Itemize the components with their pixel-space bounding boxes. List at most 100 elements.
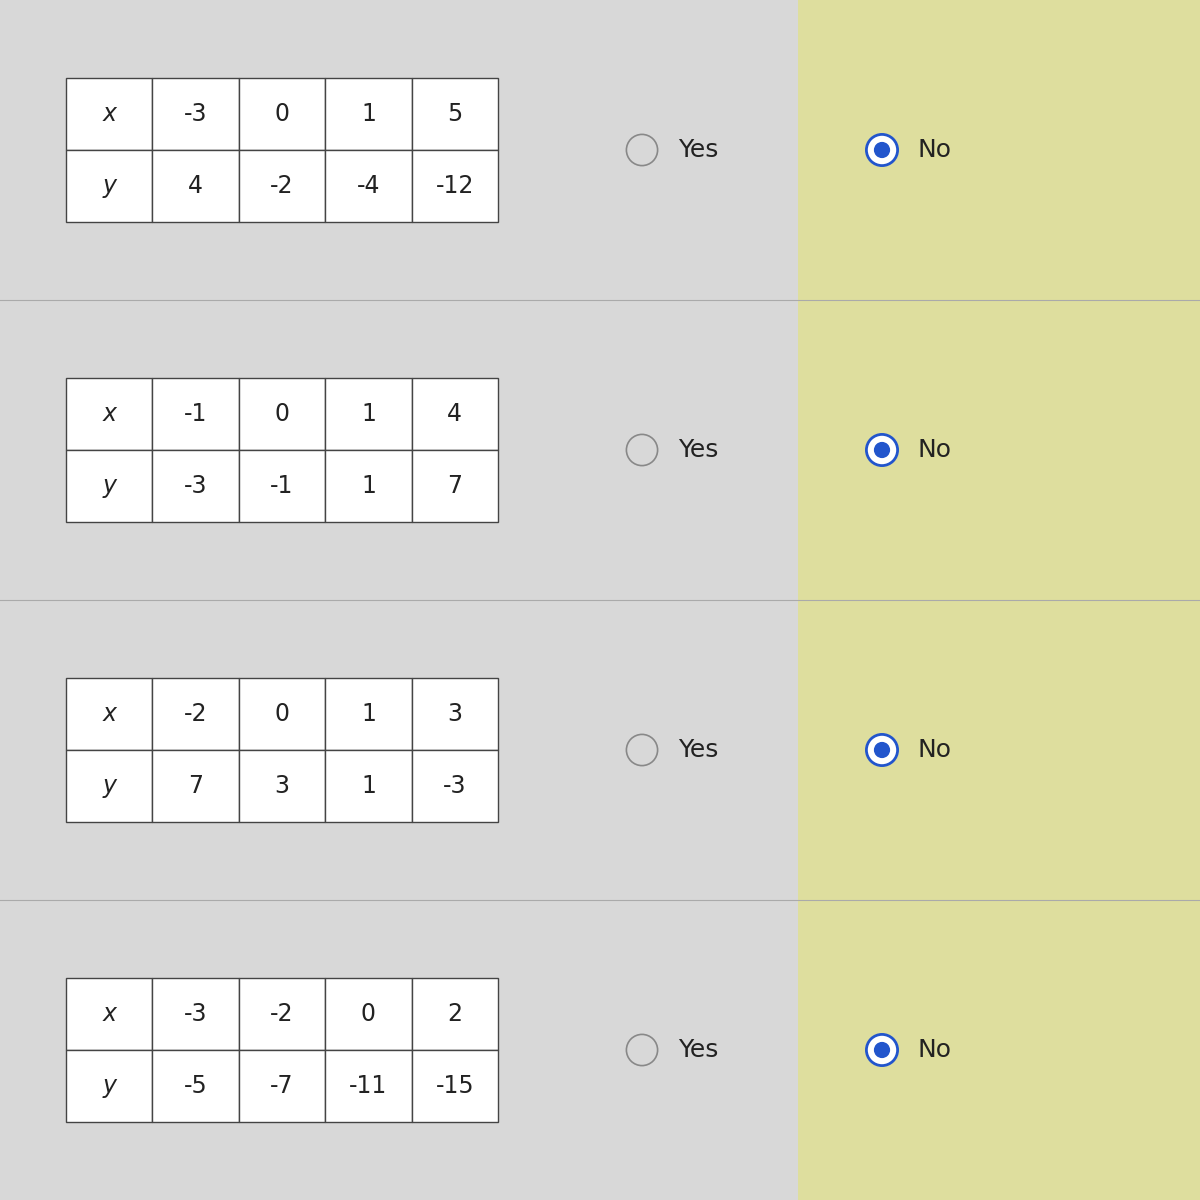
- Text: 4: 4: [188, 174, 203, 198]
- Text: No: No: [918, 438, 952, 462]
- Text: -7: -7: [270, 1074, 294, 1098]
- Bar: [239, 978, 325, 1050]
- Bar: [325, 1050, 412, 1122]
- Bar: [152, 78, 239, 150]
- Bar: [152, 1050, 239, 1122]
- Bar: [412, 750, 498, 822]
- Bar: [325, 750, 412, 822]
- Text: Yes: Yes: [678, 438, 719, 462]
- Text: -2: -2: [184, 702, 208, 726]
- Text: -3: -3: [184, 474, 208, 498]
- Text: -15: -15: [436, 1074, 474, 1098]
- Circle shape: [866, 1034, 898, 1066]
- Bar: [412, 678, 498, 750]
- Circle shape: [874, 142, 890, 158]
- Text: 1: 1: [361, 774, 376, 798]
- Text: -11: -11: [349, 1074, 388, 1098]
- Text: -2: -2: [270, 174, 294, 198]
- Bar: [66, 678, 152, 750]
- Text: 3: 3: [275, 774, 289, 798]
- Bar: [152, 150, 239, 222]
- Bar: [66, 78, 152, 150]
- Text: -1: -1: [270, 474, 294, 498]
- Text: No: No: [918, 738, 952, 762]
- Bar: [239, 750, 325, 822]
- Bar: [239, 450, 325, 522]
- Text: 1: 1: [361, 474, 376, 498]
- Text: -3: -3: [184, 1002, 208, 1026]
- Text: 0: 0: [275, 402, 289, 426]
- Text: 5: 5: [448, 102, 462, 126]
- Text: 7: 7: [188, 774, 203, 798]
- Text: y: y: [102, 474, 116, 498]
- Text: 4: 4: [448, 402, 462, 426]
- Circle shape: [866, 434, 898, 466]
- Bar: [152, 450, 239, 522]
- Text: x: x: [102, 402, 116, 426]
- Bar: [152, 750, 239, 822]
- Bar: [239, 678, 325, 750]
- Text: x: x: [102, 1002, 116, 1026]
- Circle shape: [626, 1034, 658, 1066]
- Text: 1: 1: [361, 702, 376, 726]
- Text: No: No: [918, 138, 952, 162]
- Bar: [66, 150, 152, 222]
- Text: Yes: Yes: [678, 738, 719, 762]
- Bar: [152, 378, 239, 450]
- Text: -2: -2: [270, 1002, 294, 1026]
- Text: 2: 2: [448, 1002, 462, 1026]
- Bar: [325, 378, 412, 450]
- Bar: [412, 978, 498, 1050]
- Bar: [412, 1050, 498, 1122]
- Text: -3: -3: [443, 774, 467, 798]
- Bar: [412, 78, 498, 150]
- Text: -3: -3: [184, 102, 208, 126]
- Text: No: No: [918, 1038, 952, 1062]
- Bar: [412, 150, 498, 222]
- Bar: [66, 378, 152, 450]
- Text: Yes: Yes: [678, 1038, 719, 1062]
- Bar: [66, 978, 152, 1050]
- Text: 0: 0: [361, 1002, 376, 1026]
- Bar: [325, 678, 412, 750]
- Text: 0: 0: [275, 702, 289, 726]
- Bar: [325, 78, 412, 150]
- Text: x: x: [102, 702, 116, 726]
- Text: -5: -5: [184, 1074, 208, 1098]
- Bar: [239, 78, 325, 150]
- Circle shape: [874, 1042, 890, 1058]
- Bar: [239, 378, 325, 450]
- Circle shape: [866, 734, 898, 766]
- Bar: [412, 450, 498, 522]
- Bar: [239, 1050, 325, 1122]
- Text: 1: 1: [361, 402, 376, 426]
- Bar: [325, 450, 412, 522]
- Circle shape: [626, 734, 658, 766]
- Circle shape: [626, 434, 658, 466]
- Circle shape: [874, 742, 890, 758]
- Bar: [66, 750, 152, 822]
- Circle shape: [866, 134, 898, 166]
- Text: -4: -4: [356, 174, 380, 198]
- Text: x: x: [102, 102, 116, 126]
- Text: y: y: [102, 774, 116, 798]
- Text: Yes: Yes: [678, 138, 719, 162]
- Bar: [325, 978, 412, 1050]
- Text: y: y: [102, 174, 116, 198]
- Bar: [66, 450, 152, 522]
- Circle shape: [874, 442, 890, 458]
- Text: -1: -1: [184, 402, 208, 426]
- Text: 7: 7: [448, 474, 462, 498]
- Text: 3: 3: [448, 702, 462, 726]
- Text: 1: 1: [361, 102, 376, 126]
- Text: -12: -12: [436, 174, 474, 198]
- Bar: [325, 150, 412, 222]
- Bar: [152, 978, 239, 1050]
- Bar: [66, 1050, 152, 1122]
- Text: y: y: [102, 1074, 116, 1098]
- Bar: [152, 678, 239, 750]
- Bar: [239, 150, 325, 222]
- Text: 0: 0: [275, 102, 289, 126]
- Bar: [798, 0, 1200, 1200]
- Bar: [412, 378, 498, 450]
